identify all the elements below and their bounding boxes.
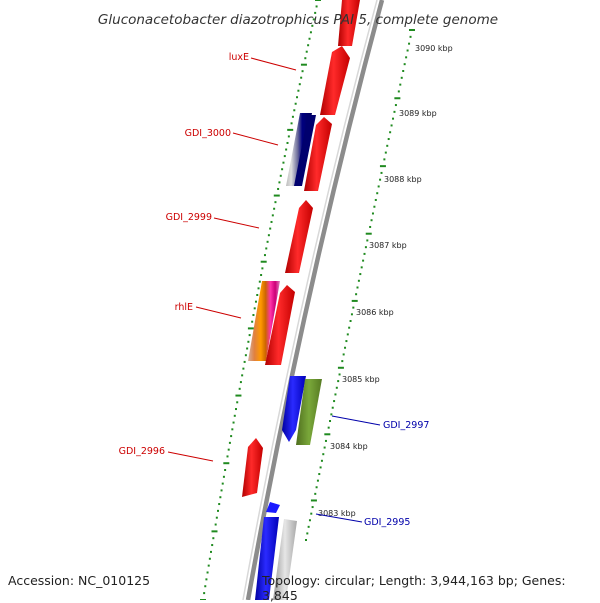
kbp-label: 3090 kbp bbox=[415, 44, 453, 53]
gene-label-GDI_2995[interactable]: GDI_2995 bbox=[364, 517, 410, 528]
gene-label-GDI_3000[interactable]: GDI_3000 bbox=[185, 128, 231, 139]
leader-GDI_2996 bbox=[167, 451, 214, 462]
kbp-label: 3086 kbp bbox=[356, 308, 394, 317]
kbp-label: 3087 kbp bbox=[369, 241, 407, 250]
kbp-label: 3085 kbp bbox=[342, 375, 380, 384]
outer-tick-track bbox=[305, 29, 415, 541]
cds-luxE bbox=[320, 46, 350, 115]
leader-GDI_2999 bbox=[213, 217, 260, 229]
genome-backbone bbox=[245, 0, 385, 600]
cds-gray-bottom bbox=[273, 519, 297, 600]
kbp-label: 3088 kbp bbox=[384, 175, 422, 184]
kbp-labels: 3090 kbp 3089 kbp 3088 kbp 3087 kbp 3086… bbox=[318, 44, 453, 518]
leader-luxE bbox=[250, 57, 297, 71]
leader-GDI_2997 bbox=[331, 415, 381, 426]
cds-reverse-3085 bbox=[282, 376, 306, 442]
inner-tick-track bbox=[200, 0, 321, 600]
topology-label: Topology: circular; Length: 3,944,163 bp… bbox=[262, 573, 566, 603]
cds-rhlE-misc bbox=[248, 281, 280, 361]
kbp-label: 3084 kbp bbox=[330, 442, 368, 451]
gene-label-GDI_2996[interactable]: GDI_2996 bbox=[119, 446, 165, 457]
cds-GDI_2995-small bbox=[266, 502, 280, 513]
cds-GDI_3000 bbox=[304, 117, 332, 191]
gene-label-luxE[interactable]: luxE bbox=[229, 52, 249, 63]
gene-label-rhlE[interactable]: rhlE bbox=[175, 302, 193, 313]
accession-label: Accession: NC_010125 bbox=[8, 573, 151, 588]
genome-backbone-highlight bbox=[242, 0, 378, 600]
label-leaders bbox=[167, 57, 381, 523]
leader-rhlE bbox=[195, 306, 242, 319]
kbp-label: 3089 kbp bbox=[399, 109, 437, 118]
cds-reverse-bottom bbox=[255, 517, 279, 600]
leader-GDI_2995 bbox=[315, 513, 363, 523]
gene-label-GDI_2999[interactable]: GDI_2999 bbox=[166, 212, 212, 223]
cds-GDI_2996 bbox=[242, 438, 263, 497]
cds-GDI_3000-navy bbox=[294, 115, 316, 186]
cds-GDI_2997 bbox=[296, 379, 322, 445]
cds-GDI_2999 bbox=[285, 200, 313, 273]
gene-labels: luxE GDI_3000 GDI_2999 rhlE GDI_2997 GDI… bbox=[119, 52, 430, 528]
cds-rhlE bbox=[265, 285, 295, 365]
gene-label-GDI_2997[interactable]: GDI_2997 bbox=[383, 420, 429, 431]
genome-title: Gluconacetobacter diazotrophicus PAI 5, … bbox=[98, 12, 498, 28]
cds-forward-top bbox=[338, 0, 360, 46]
kbp-label: 3083 kbp bbox=[318, 509, 356, 518]
leader-GDI_3000 bbox=[232, 132, 279, 146]
